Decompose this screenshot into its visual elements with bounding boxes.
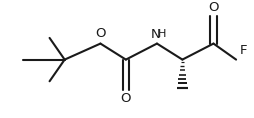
Text: O: O: [208, 1, 219, 14]
Text: O: O: [95, 27, 106, 40]
Text: F: F: [240, 44, 247, 57]
Text: N: N: [151, 28, 161, 41]
Text: O: O: [121, 92, 131, 105]
Text: H: H: [157, 29, 166, 39]
